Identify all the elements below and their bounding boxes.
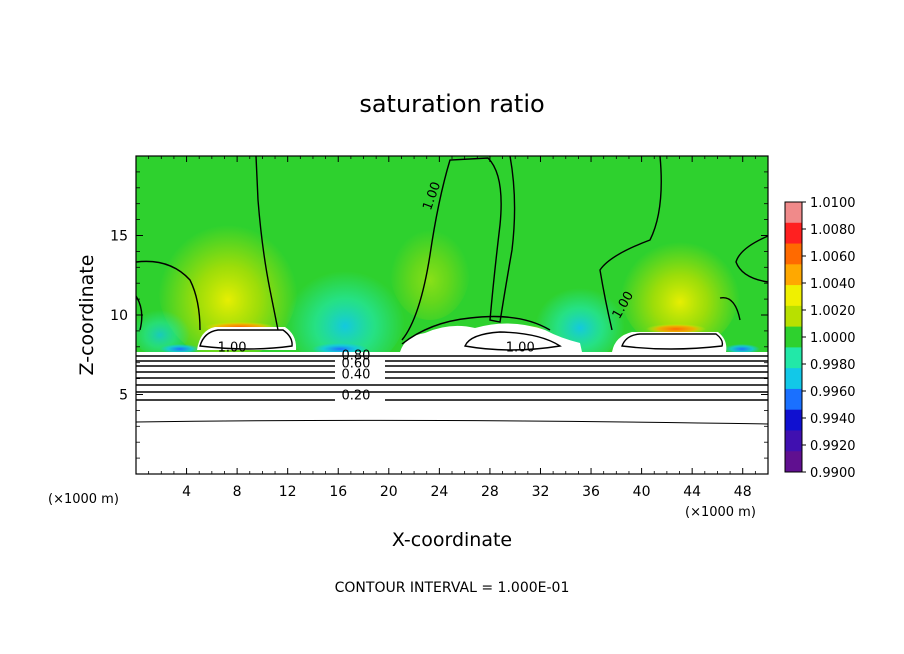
x-tick-label: 40 [633,484,651,500]
contour-interval-note: CONTOUR INTERVAL = 1.000E-01 [335,580,570,596]
contour-lines [136,156,768,425]
colorbar-label: 0.9900 [810,466,856,481]
colorbar-label: 1.0080 [810,223,856,238]
colorbar-label: 1.0020 [810,304,856,319]
contour-cloud-right [621,333,724,350]
colorbar: 1.0100 1.0080 1.0060 1.0040 1.0020 1.0000 0.99… [784,196,856,481]
colorbar-swatch [785,264,802,286]
x-unit-left: (×1000 m) [48,492,119,507]
contour-010 [136,419,768,425]
colorbar-label: 0.9960 [810,385,856,400]
colorbar-swatch [785,305,802,328]
contour-100-e [599,156,662,331]
contour-100-a [255,156,279,331]
contour-label: 1.00 [218,341,247,356]
colorbar-swatch [785,451,802,473]
contour-100-d [401,156,516,341]
y-tick-label: 10 [110,308,128,324]
y-axis-ticks: 5 10 15 [110,171,768,459]
chart-title: saturation ratio [359,90,544,118]
colorbar-label: 1.0100 [810,196,856,211]
colorbar-swatch [785,243,802,265]
x-tick-label: 44 [683,484,701,500]
colorbar-label: 0.9980 [810,358,856,373]
colorbar-swatch [785,409,802,431]
contour-labels: 1.001.001.00 1.000.800.600.400.20 [218,180,638,403]
x-tick-label: 48 [734,484,752,500]
lower-layer [136,352,768,474]
colorbar-label: 1.0000 [810,331,856,346]
y-tick-label: 15 [110,229,128,245]
colorbar-swatch [785,388,802,411]
plume-right [620,230,740,350]
colorbar-label: 1.0040 [810,277,856,292]
x-tick-label: 24 [430,484,448,500]
contour-label: 0.80 [341,349,370,364]
x-axis-label: X-coordinate [392,529,512,551]
x-axis-ticks: 4 8 12 16 20 24 28 32 36 40 44 48 [148,156,756,500]
x-tick-label: 36 [582,484,600,500]
contour-cloud-center [464,331,562,351]
blue-strip-3 [724,344,760,354]
y-tick-label: 5 [119,388,128,404]
contour-100-f [735,235,768,283]
colorbar-swatch [785,222,802,245]
cloud-right [612,332,727,352]
x-tick-label: 32 [532,484,550,500]
colorbar-label: 0.9920 [810,439,856,454]
cloud-left [197,327,297,350]
contour-label: 0.20 [341,388,370,403]
x-tick-label: 12 [279,484,297,500]
x-tick-label: 4 [182,484,191,500]
contour-100-h [401,315,551,345]
x-unit-right: (×1000 m) [685,505,756,520]
colorbar-swatch [785,326,802,348]
contour-label: 1.00 [506,341,535,356]
colorbar-label: 1.0060 [810,250,856,265]
contour-cloud-left [199,329,293,350]
contour-100-b [136,260,201,331]
dry-region-left [285,260,405,370]
blue-strip-2 [160,344,200,354]
x-tick-label: 8 [233,484,242,500]
contour-label: 0.40 [341,368,370,383]
colorbar-swatch [785,368,802,390]
x-tick-label: 28 [481,484,499,500]
plot-field: 1.001.001.00 1.000.800.600.400.20 [136,156,768,474]
warm-cap-right [646,324,706,334]
contour-label: 0.60 [341,356,370,371]
colorbar-swatch [785,347,802,369]
contour-100-g [719,296,741,321]
cloud-center [400,323,582,352]
colorbar-swatch [785,430,802,452]
y-axis-label: Z-coordinate [76,255,98,376]
colorbar-swatch [785,202,802,224]
x-tick-label: 16 [329,484,347,500]
colorbar-swatch [785,285,802,307]
contour-100-c [136,295,143,331]
plume-center [390,220,470,320]
x-tick-label: 20 [380,484,398,500]
dry-region-edge [136,305,190,355]
colorbar-label: 0.9940 [810,412,856,427]
